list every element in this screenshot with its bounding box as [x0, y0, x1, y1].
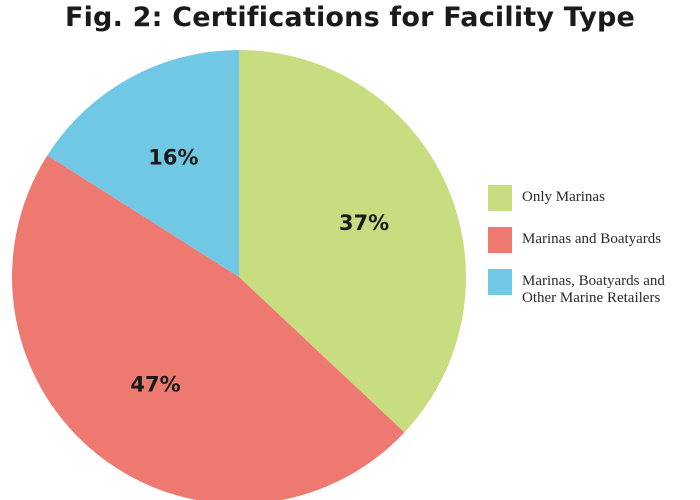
slice-label-marinas-boatyards-and-other-marine-retailers: 16%	[148, 146, 198, 170]
pie-slice-marinas-boatyards-and-other-marine-retailers	[47, 50, 240, 277]
legend-item-only-marinas: Only Marinas	[488, 184, 693, 212]
slice-label-only-marinas: 37%	[339, 211, 389, 235]
pie-slice-marinas-and-boatyards	[12, 155, 405, 500]
pie-slice-only-marinas	[239, 50, 466, 433]
legend-label: Marinas, Boatyards and Other Marine Reta…	[522, 273, 665, 306]
chart-title: Fig. 2: Certifications for Facility Type	[64, 2, 636, 33]
pie-slices	[12, 50, 466, 500]
legend: Only Marinas Marinas and Boatyards Marinas…	[488, 184, 693, 321]
legend-swatch	[488, 185, 512, 211]
legend-item-marinas-boatyards-and-other-marine-retailers: Marinas, Boatyards and Other Marine Reta…	[488, 268, 693, 307]
pie-labels: 37% 47% 16%	[130, 146, 389, 397]
legend-swatch	[488, 269, 512, 295]
legend-item-marinas-and-boatyards: Marinas and Boatyards	[488, 226, 693, 254]
legend-label: Marinas and Boatyards	[522, 231, 662, 247]
slice-label-marinas-and-boatyards: 47%	[130, 373, 180, 397]
legend-label: Only Marinas	[522, 189, 605, 205]
legend-swatch	[488, 227, 512, 253]
